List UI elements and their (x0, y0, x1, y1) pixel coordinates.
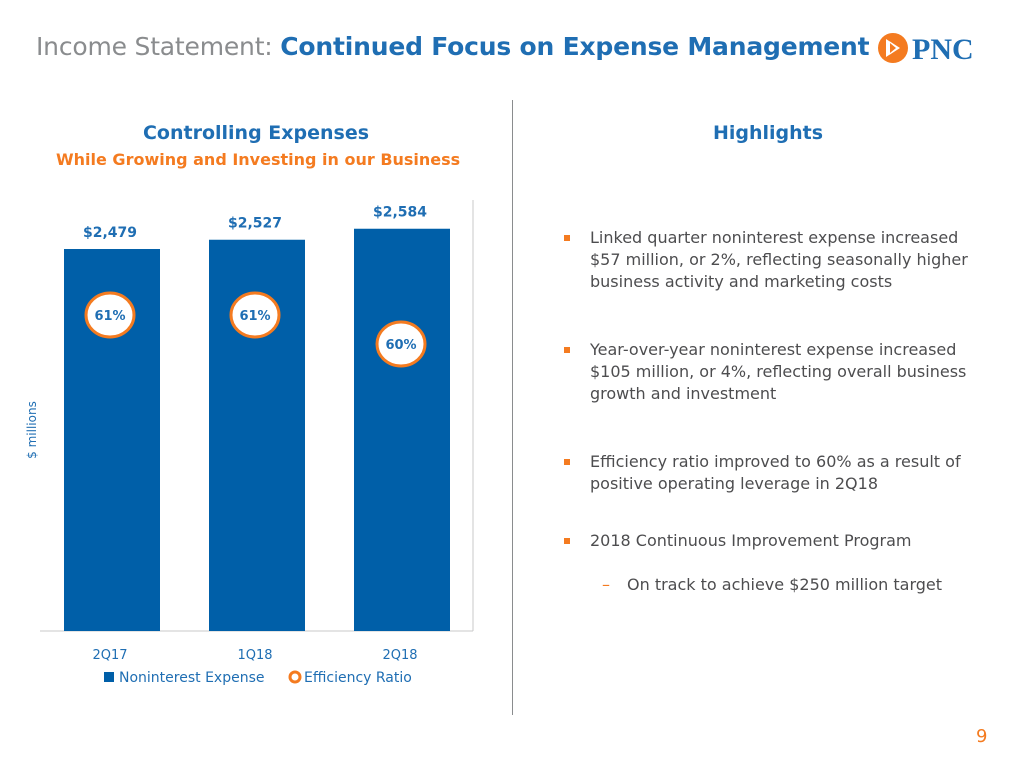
expense-bar (354, 228, 450, 631)
pnc-logo-icon (878, 33, 908, 63)
highlight-text: 2018 Continuous Improvement Program (590, 531, 912, 550)
efficiency-ratio-label: 60% (385, 338, 416, 353)
highlight-text: Efficiency ratio improved to 60% as a re… (590, 452, 961, 493)
efficiency-ratio-label: 61% (239, 309, 270, 324)
y-axis-label: $ millions (25, 401, 39, 459)
pnc-logo-text: PNC (912, 33, 974, 66)
efficiency-ratio-marker (84, 291, 136, 339)
bullet-marker-icon (564, 347, 570, 353)
efficiency-ratio-label: 61% (94, 309, 125, 324)
x-tick-label: 2Q17 (92, 648, 127, 663)
highlights-title: Highlights (712, 122, 824, 144)
highlight-text: Linked quarter noninterest expense incre… (590, 228, 968, 291)
legend-swatch-ratio (288, 670, 302, 684)
bullet-marker-icon (564, 538, 570, 544)
highlight-sub-bullet: – On track to achieve $250 million targe… (602, 574, 987, 596)
bar-value-label: $2,479 (83, 225, 137, 241)
bullet-marker-icon (564, 235, 570, 241)
highlight-bullet: 2018 Continuous Improvement Program (564, 530, 990, 552)
highlight-sub-text: On track to achieve $250 million target (627, 575, 943, 594)
highlight-bullet: Linked quarter noninterest expense incre… (564, 227, 990, 293)
page-number: 9 (976, 726, 988, 747)
column-divider (512, 100, 513, 715)
chart-subtitle: While Growing and Investing in our Busin… (56, 150, 461, 169)
page-title-main: Continued Focus on Expense Management (280, 32, 870, 61)
page-title: Income Statement: Continued Focus on Exp… (36, 32, 870, 61)
bar-value-label: $2,584 (373, 205, 427, 221)
expense-chart: $ millions $2,479 61% 2Q17 $2,527 61% 1Q18 $2,5… (25, 200, 474, 686)
highlight-bullet: Year-over-year noninterest expense incre… (564, 339, 990, 405)
pnc-logo: PNC (878, 33, 974, 66)
legend-swatch-expense (104, 672, 114, 682)
highlight-bullet: Efficiency ratio improved to 60% as a re… (564, 451, 990, 495)
efficiency-ratio-marker (375, 320, 427, 368)
bar-value-label: $2,527 (228, 216, 282, 232)
chart-title: Controlling Expenses (142, 122, 370, 144)
legend-label-ratio: Efficiency Ratio (304, 670, 412, 686)
highlight-text: Year-over-year noninterest expense incre… (590, 340, 967, 403)
page-title-prefix: Income Statement: (36, 32, 273, 61)
dash-icon: – (602, 575, 610, 594)
x-tick-label: 2Q18 (382, 648, 417, 663)
x-tick-label: 1Q18 (237, 648, 272, 663)
bullet-marker-icon (564, 459, 570, 465)
efficiency-ratio-marker (229, 291, 281, 339)
legend-label-expense: Noninterest Expense (119, 670, 264, 686)
